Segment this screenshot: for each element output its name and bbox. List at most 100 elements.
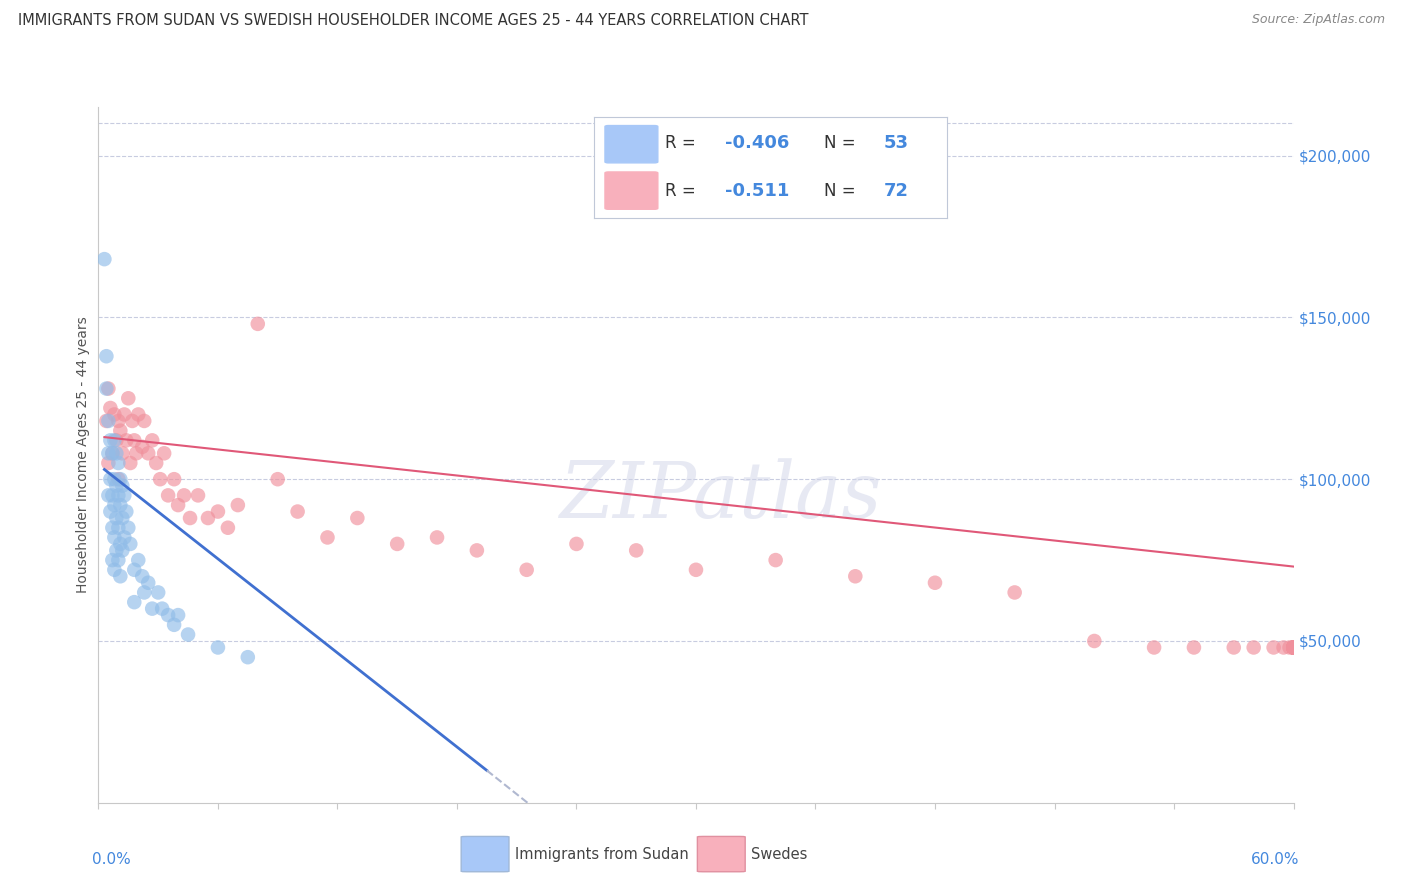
Point — [1222, 640, 1246, 655]
Point — [101, 446, 124, 460]
Point — [100, 504, 122, 518]
Point — [105, 478, 128, 492]
Point — [110, 472, 132, 486]
Point — [1282, 640, 1305, 655]
Point — [197, 511, 219, 525]
Point — [110, 537, 132, 551]
Text: IMMIGRANTS FROM SUDAN VS SWEDISH HOUSEHOLDER INCOME AGES 25 - 44 YEARS CORRELATI: IMMIGRANTS FROM SUDAN VS SWEDISH HOUSEHO… — [18, 13, 808, 29]
Point — [226, 498, 249, 512]
Point — [97, 414, 120, 428]
Point — [105, 434, 128, 448]
Point — [101, 488, 124, 502]
Point — [236, 650, 259, 665]
Point — [103, 563, 125, 577]
Point — [141, 434, 163, 448]
Point — [141, 601, 163, 615]
Point — [1143, 640, 1166, 655]
Point — [107, 472, 129, 486]
Point — [173, 488, 195, 502]
Point — [163, 472, 186, 486]
Point — [120, 456, 142, 470]
Point — [167, 608, 190, 623]
Point — [426, 531, 449, 545]
Text: Immigrants from Sudan: Immigrants from Sudan — [515, 847, 689, 862]
Point — [110, 424, 132, 438]
Point — [107, 488, 129, 502]
Point — [117, 392, 139, 406]
Point — [112, 408, 135, 422]
Y-axis label: Householder Income Ages 25 - 44 years: Householder Income Ages 25 - 44 years — [76, 317, 90, 593]
Point — [150, 601, 173, 615]
Point — [316, 531, 339, 545]
Text: 60.0%: 60.0% — [1251, 852, 1299, 866]
Point — [97, 456, 120, 470]
Point — [96, 414, 118, 428]
Point — [157, 608, 180, 623]
Point — [179, 511, 201, 525]
Point — [565, 537, 588, 551]
Point — [117, 521, 139, 535]
Point — [124, 595, 146, 609]
Point — [121, 414, 143, 428]
Point — [1243, 640, 1265, 655]
Text: Source: ZipAtlas.com: Source: ZipAtlas.com — [1251, 13, 1385, 27]
Point — [1263, 640, 1285, 655]
Point — [385, 537, 409, 551]
Point — [157, 488, 180, 502]
Point — [107, 521, 129, 535]
Point — [1282, 640, 1305, 655]
Point — [127, 408, 149, 422]
Point — [97, 382, 120, 396]
Point — [346, 511, 368, 525]
Point — [93, 252, 115, 267]
Point — [1282, 640, 1305, 655]
Point — [107, 553, 129, 567]
Point — [267, 472, 290, 486]
Point — [465, 543, 488, 558]
Point — [1282, 640, 1305, 655]
Point — [207, 640, 229, 655]
Point — [136, 575, 159, 590]
Point — [287, 504, 309, 518]
Point — [1278, 640, 1301, 655]
Point — [134, 414, 156, 428]
Point — [107, 456, 129, 470]
Point — [844, 569, 866, 583]
Point — [924, 575, 946, 590]
Point — [1282, 640, 1305, 655]
FancyBboxPatch shape — [697, 837, 745, 871]
Point — [120, 537, 142, 551]
Point — [124, 563, 146, 577]
Point — [112, 531, 135, 545]
Point — [100, 434, 122, 448]
Point — [112, 488, 135, 502]
Point — [103, 498, 125, 512]
Point — [134, 585, 156, 599]
Point — [103, 434, 125, 448]
Point — [246, 317, 269, 331]
Point — [101, 553, 124, 567]
Point — [115, 504, 138, 518]
Point — [111, 446, 134, 460]
Point — [97, 488, 120, 502]
Text: 0.0%: 0.0% — [93, 852, 131, 866]
Text: Swedes: Swedes — [751, 847, 807, 862]
Point — [187, 488, 209, 502]
Point — [131, 440, 153, 454]
Point — [131, 569, 153, 583]
Point — [207, 504, 229, 518]
Point — [103, 408, 125, 422]
Point — [1083, 634, 1105, 648]
Point — [100, 472, 122, 486]
Point — [125, 446, 148, 460]
Point — [1182, 640, 1205, 655]
Point — [1282, 640, 1305, 655]
Point — [110, 569, 132, 583]
Point — [148, 585, 170, 599]
Point — [1282, 640, 1305, 655]
Point — [516, 563, 538, 577]
Point — [1282, 640, 1305, 655]
Point — [1282, 640, 1305, 655]
Point — [107, 414, 129, 428]
Point — [101, 446, 124, 460]
